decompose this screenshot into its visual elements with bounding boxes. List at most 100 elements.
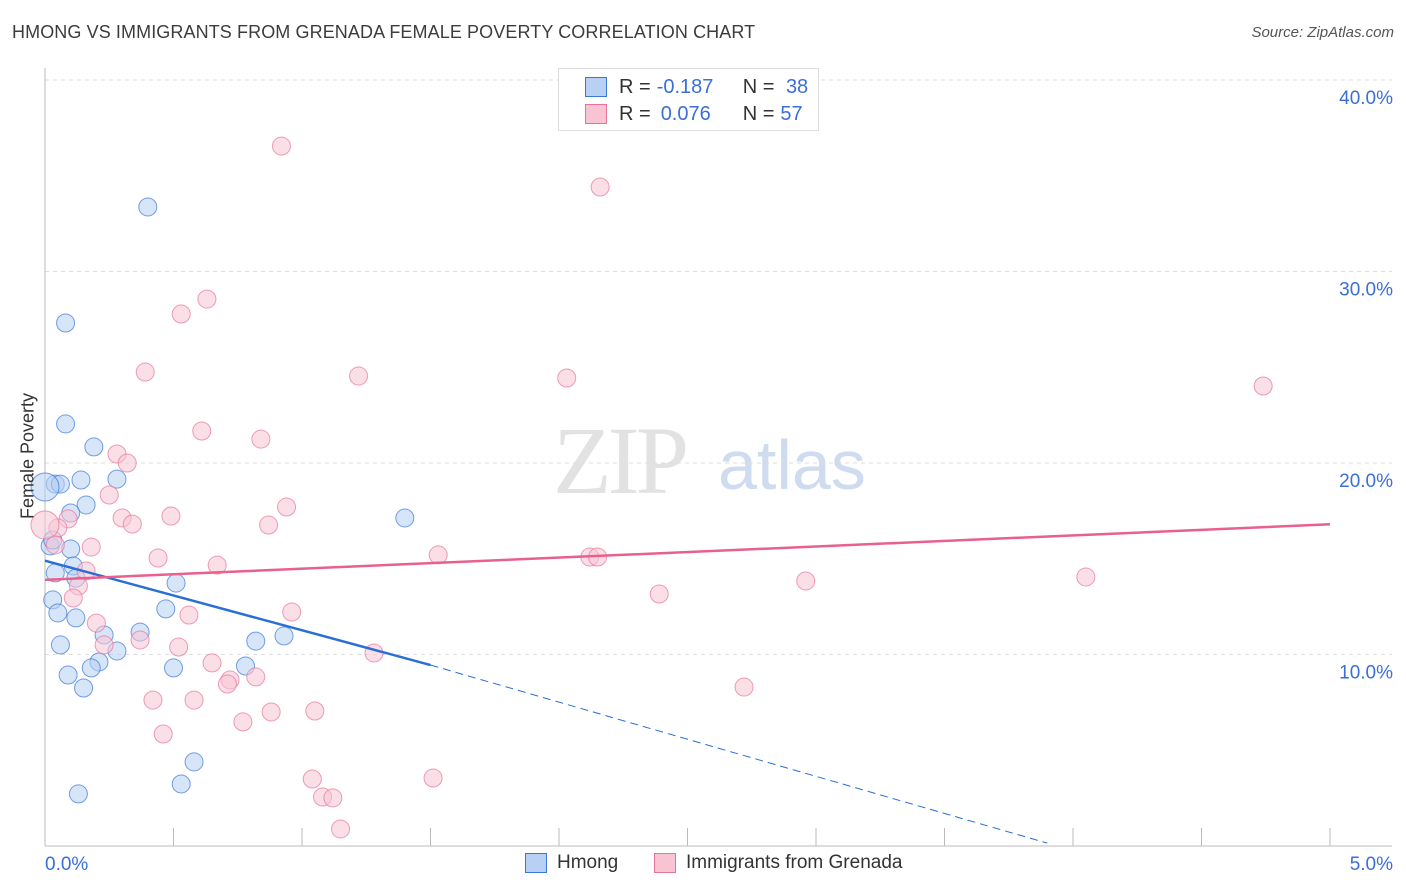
grenada-point [117, 453, 137, 473]
legend: R = -0.187 N = 38 R = 0.076 N = 57 [558, 68, 819, 131]
legend-label: Immigrants from Grenada [686, 852, 903, 873]
grenada-point [557, 368, 577, 388]
n-label: N = [742, 102, 775, 125]
hmong-point [84, 437, 104, 457]
grenada-point [135, 362, 155, 382]
x-tick-label: 5.0% [1350, 854, 1393, 875]
y-tick-label: 30.0% [1339, 280, 1393, 301]
grenada-point [130, 630, 150, 650]
r-label: R = [619, 102, 651, 125]
grenada-point [277, 497, 297, 517]
grenada-point [233, 712, 253, 732]
watermark-atlas: atlas [718, 426, 866, 504]
chart-title: HMONG VS IMMIGRANTS FROM GRENADA FEMALE … [12, 22, 756, 42]
grenada-point [217, 674, 237, 694]
grenada-point [734, 677, 754, 697]
grenada-point [1253, 376, 1273, 396]
y-tick-label: 20.0% [1339, 471, 1393, 492]
source-label: Source: ZipAtlas.com [1251, 24, 1394, 41]
legend-label: Hmong [557, 852, 619, 873]
hmong-swatch [525, 853, 547, 873]
grenada-point [331, 819, 351, 839]
grenada-point [246, 667, 266, 687]
hmong-point [30, 472, 60, 502]
n-value: 57 [780, 102, 803, 125]
grenada-point [271, 136, 291, 156]
grenada-point [305, 701, 325, 721]
hmong-point [166, 573, 186, 593]
y-tick-label: 10.0% [1339, 663, 1393, 684]
hmong-point [246, 631, 266, 651]
hmong-point [50, 635, 70, 655]
bottom-legend-grenada: Immigrants from Grenada [654, 852, 902, 874]
hmong-point [48, 603, 68, 623]
grenada-point [184, 690, 204, 710]
grenada-point [169, 637, 189, 657]
hmong-point [156, 599, 176, 619]
hmong-point [71, 470, 91, 490]
grenada-point [207, 555, 227, 575]
grenada-point [86, 613, 106, 633]
grenada-trendline [44, 523, 1331, 582]
grenada-point [192, 421, 212, 441]
hmong-point [76, 495, 96, 515]
grenada-point [161, 506, 181, 526]
hmong-point [81, 658, 101, 678]
grenada-point [428, 545, 448, 565]
grenada-point [364, 643, 384, 663]
grenada-point [282, 602, 302, 622]
grenada-point [148, 548, 168, 568]
hmong-trendline-extension [430, 664, 1048, 844]
grenada-point [423, 768, 443, 788]
hmong-point [107, 469, 127, 489]
hmong-point [56, 313, 76, 333]
hmong-point [274, 626, 294, 646]
hmong-point [184, 752, 204, 772]
grenada-point [202, 653, 222, 673]
grenada-point [349, 366, 369, 386]
grenada-point [81, 537, 101, 557]
grenada-point [251, 429, 271, 449]
grenada-point [261, 702, 281, 722]
grenada-point [649, 584, 669, 604]
hmong-point [138, 197, 158, 217]
grenada-point [302, 769, 322, 789]
grenada-swatch [585, 104, 607, 124]
legend-row-grenada: R = 0.076 N = 57 [585, 102, 803, 126]
legend-row-hmong: R = -0.187 N = 38 [585, 75, 808, 99]
n-label: N = [742, 75, 780, 98]
grenada-point [259, 515, 279, 535]
r-value: 0.076 [660, 102, 711, 125]
y-tick-label: 40.0% [1339, 88, 1393, 109]
hmong-point [56, 414, 76, 434]
bottom-legend-hmong: Hmong [525, 852, 618, 874]
grenada-swatch [654, 853, 676, 873]
grenada-point [590, 177, 610, 197]
x-tick-label: 0.0% [45, 854, 88, 875]
hmong-point [68, 784, 88, 804]
grenada-point [30, 510, 60, 540]
hmong-swatch [585, 77, 607, 97]
grenada-point [94, 635, 114, 655]
grenada-point [45, 535, 65, 555]
grenada-point [197, 289, 217, 309]
grenada-point [99, 485, 119, 505]
hmong-point [164, 658, 183, 678]
grenada-point [179, 605, 199, 625]
grenada-point [1076, 567, 1096, 587]
grenada-point [63, 588, 83, 608]
y-axis-label: Female Poverty [17, 392, 38, 520]
grenada-point [796, 571, 816, 591]
grenada-point [323, 788, 343, 808]
watermark: ZIP [553, 407, 689, 514]
hmong-point [58, 665, 78, 685]
r-value: -0.187 [656, 75, 714, 98]
grenada-point [143, 690, 163, 710]
grenada-point [171, 304, 191, 324]
grenada-point [122, 514, 142, 534]
r-label: R = [619, 75, 651, 98]
n-value: 38 [785, 75, 809, 98]
hmong-point [66, 608, 86, 628]
